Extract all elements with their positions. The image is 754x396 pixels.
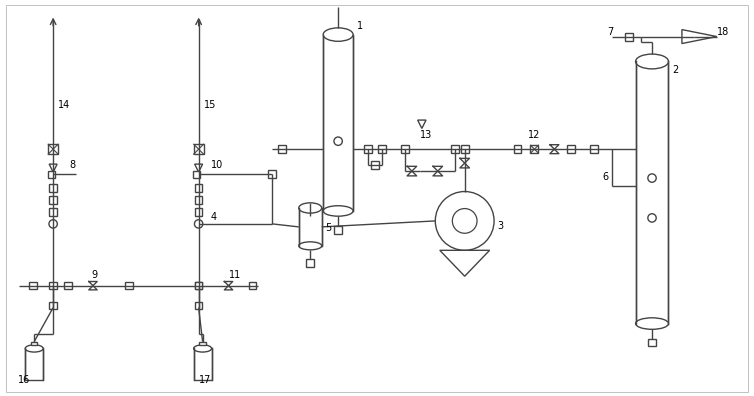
Bar — [461, 145, 469, 153]
Bar — [49, 184, 57, 192]
Ellipse shape — [299, 242, 322, 250]
Text: 12: 12 — [528, 130, 540, 140]
Text: 1: 1 — [357, 21, 363, 30]
Circle shape — [49, 220, 57, 228]
Bar — [401, 145, 409, 153]
Bar — [299, 208, 322, 246]
Text: 3: 3 — [497, 221, 503, 231]
Bar — [49, 302, 57, 309]
Bar — [268, 170, 277, 178]
Bar — [625, 32, 633, 40]
Bar — [48, 171, 54, 177]
Text: 9: 9 — [91, 270, 97, 280]
Polygon shape — [440, 250, 489, 276]
Polygon shape — [49, 164, 57, 172]
Text: 15: 15 — [204, 100, 216, 110]
Text: 2: 2 — [673, 65, 679, 76]
Circle shape — [452, 209, 477, 233]
Bar — [451, 145, 458, 153]
Bar — [567, 145, 575, 153]
Bar — [195, 184, 202, 192]
Ellipse shape — [323, 28, 353, 41]
Bar — [194, 348, 212, 381]
Bar — [195, 208, 202, 216]
Polygon shape — [195, 164, 203, 172]
Bar — [323, 34, 353, 211]
Bar — [125, 282, 133, 289]
Bar — [278, 145, 287, 153]
Bar — [195, 302, 202, 309]
Bar — [378, 145, 386, 153]
Text: 7: 7 — [607, 27, 614, 36]
Bar — [31, 342, 38, 345]
Bar — [636, 61, 669, 324]
Text: 5: 5 — [326, 223, 332, 233]
Ellipse shape — [299, 203, 322, 213]
Ellipse shape — [25, 345, 43, 352]
Circle shape — [435, 192, 494, 250]
Bar — [364, 145, 372, 153]
Bar — [648, 339, 656, 346]
Bar — [49, 196, 57, 204]
Bar — [200, 342, 206, 345]
Bar — [513, 145, 522, 153]
Bar — [64, 282, 72, 289]
Text: 14: 14 — [58, 100, 70, 110]
Ellipse shape — [194, 345, 212, 352]
Circle shape — [648, 214, 656, 222]
Bar — [193, 171, 200, 177]
Circle shape — [195, 220, 203, 228]
Ellipse shape — [323, 206, 353, 216]
Bar — [49, 282, 57, 289]
Bar — [48, 144, 58, 154]
Bar — [49, 208, 57, 216]
Circle shape — [334, 137, 342, 145]
Bar — [590, 145, 598, 153]
Circle shape — [648, 174, 656, 182]
Polygon shape — [418, 120, 426, 128]
Text: 8: 8 — [69, 160, 75, 170]
Bar — [29, 282, 37, 289]
Text: 11: 11 — [228, 270, 241, 280]
Polygon shape — [682, 30, 717, 44]
Text: 13: 13 — [420, 130, 432, 140]
Bar — [306, 259, 314, 267]
Text: 4: 4 — [210, 212, 216, 222]
Bar — [531, 145, 538, 153]
Bar — [194, 144, 204, 154]
Bar — [25, 348, 43, 381]
Bar — [334, 226, 342, 234]
Bar — [195, 282, 202, 289]
Bar — [195, 282, 202, 289]
Text: 18: 18 — [717, 27, 729, 36]
Ellipse shape — [636, 318, 669, 329]
Text: 10: 10 — [210, 160, 223, 170]
Text: 17: 17 — [198, 375, 211, 385]
Text: 16: 16 — [18, 375, 30, 385]
Bar — [249, 282, 256, 289]
Bar — [195, 196, 202, 204]
Ellipse shape — [636, 54, 669, 69]
Text: 6: 6 — [602, 172, 608, 182]
Bar — [371, 161, 379, 169]
